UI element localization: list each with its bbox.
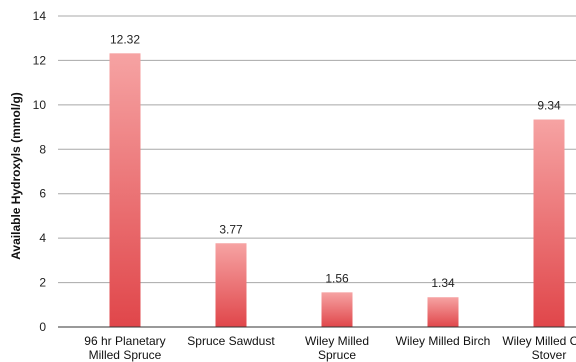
bar: [215, 243, 247, 327]
y-tick-label: 14: [33, 9, 47, 23]
bar: [321, 292, 353, 327]
x-category-line: Wiley Milled: [305, 334, 369, 348]
data-label: 1.34: [431, 276, 455, 290]
y-tick-label: 6: [39, 187, 46, 201]
x-category-label: 96 hr Planetary Milled Spruce: [84, 334, 165, 362]
bar: [109, 53, 141, 327]
x-category-line: Spruce: [318, 348, 356, 362]
y-tick-label: 12: [33, 53, 47, 67]
x-category-line: Wiley Milled Birch: [396, 334, 491, 348]
x-category-line: Spruce Sawdust: [187, 334, 275, 348]
data-label: 9.34: [537, 99, 561, 113]
x-category-line: Milled Spruce: [89, 348, 162, 362]
y-axis-label: Available Hydroxyls (mmol/g): [9, 92, 23, 260]
y-tick-label: 0: [39, 320, 46, 334]
x-category-line: Stover: [532, 348, 567, 362]
x-category-line: 96 hr Planetary: [84, 334, 165, 348]
bar: [533, 119, 565, 327]
x-category-label: Spruce Sawdust: [187, 334, 275, 348]
y-tick-label: 2: [39, 276, 46, 290]
x-category-label: Wiley Milled Birch: [396, 334, 491, 348]
y-tick-label: 10: [33, 98, 47, 112]
y-tick-label: 8: [39, 142, 46, 156]
y-tick-label: 4: [39, 231, 46, 245]
x-category-label: Wiley Milled CornStover: [502, 334, 576, 362]
data-label: 1.56: [325, 271, 349, 285]
bar: [427, 297, 459, 327]
data-label: 3.77: [219, 222, 243, 236]
data-label: 12.32: [110, 32, 140, 46]
x-category-line: Wiley Milled Corn: [502, 334, 576, 348]
x-category-label: Wiley Milled Spruce: [305, 334, 369, 362]
